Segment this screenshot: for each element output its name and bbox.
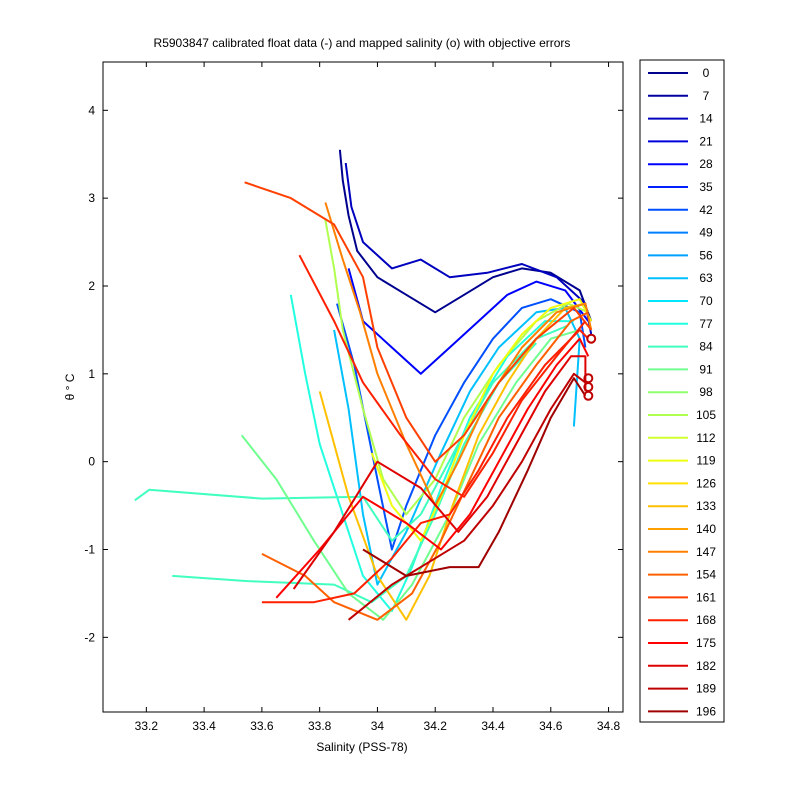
series-line-0	[338, 149, 593, 322]
x-tick-label-0: 33.2	[135, 719, 159, 733]
y-tick-label-2: 0	[88, 455, 95, 469]
legend-label-63: 63	[699, 271, 713, 285]
series-line-20	[362, 377, 587, 577]
series-line-13	[261, 311, 589, 621]
x-tick-label-7: 34.6	[539, 719, 563, 733]
legend-label-98: 98	[699, 385, 713, 399]
legend-items: 0 7 14 21 28 35 42 49 56 63 70 77 84 91 98 105 112 119 126…	[648, 66, 716, 718]
x-tick-label-1: 33.4	[192, 719, 216, 733]
series-line-11	[318, 302, 586, 621]
legend-label-105: 105	[696, 408, 716, 422]
series-line-18	[292, 355, 587, 590]
x-tick-label-2: 33.6	[250, 719, 274, 733]
legend-label-119: 119	[696, 454, 715, 468]
legend-label-196: 196	[696, 704, 716, 718]
legend-label-56: 56	[699, 248, 713, 262]
series-line-15	[261, 328, 590, 604]
y-tick-label-0: -2	[84, 630, 95, 644]
series-line-5	[289, 294, 574, 612]
legend-label-42: 42	[699, 203, 713, 217]
series-line-9	[324, 219, 589, 516]
legend-label-126: 126	[696, 476, 716, 490]
y-axis-label: θ ° C	[63, 373, 77, 400]
y-axis-ticks: -2 -1 0 1 2 3 4	[84, 103, 623, 644]
series-layer	[134, 149, 597, 621]
legend-label-0: 0	[703, 66, 710, 80]
chart-title: R5903847 calibrated float data (-) and m…	[154, 36, 571, 50]
x-axis-ticks: 33.2 33.4 33.6 33.8 34 34.2 34.4 34.6 34.8	[135, 62, 621, 733]
legend-label-112: 112	[696, 431, 715, 445]
x-tick-label-5: 34.2	[424, 719, 448, 733]
legend-label-154: 154	[696, 568, 716, 582]
x-tick-label-4: 34	[371, 719, 385, 733]
y-tick-label-5: 3	[88, 191, 95, 205]
legend-label-147: 147	[696, 545, 716, 559]
legend-label-182: 182	[696, 659, 716, 673]
y-tick-label-6: 4	[88, 103, 95, 117]
legend-label-35: 35	[699, 180, 713, 194]
legend-label-175: 175	[696, 636, 716, 650]
series-line-8	[240, 328, 580, 621]
series-line-1	[344, 162, 593, 335]
x-axis-label: Salinity (PSS-78)	[316, 740, 407, 754]
mapped-salinity-marker-3	[586, 333, 597, 344]
series-line-12	[324, 202, 593, 507]
legend-label-168: 168	[696, 613, 716, 627]
legend-label-21: 21	[699, 134, 713, 148]
series-line-17	[275, 337, 590, 599]
legend-label-14: 14	[699, 112, 713, 126]
plot-area: 33.2 33.4 33.6 33.8 34 34.2 34.4 34.6 34.8 -2-10…	[84, 61, 624, 733]
legend-label-77: 77	[699, 317, 713, 331]
y-tick-label-3: 1	[88, 367, 95, 381]
x-tick-label-8: 34.8	[597, 719, 621, 733]
legend-label-7: 7	[703, 89, 710, 103]
series-line-6	[134, 324, 569, 542]
x-tick-label-3: 33.8	[308, 719, 332, 733]
y-tick-label-4: 2	[88, 279, 95, 293]
legend-label-140: 140	[696, 522, 716, 536]
legend-label-91: 91	[699, 362, 713, 376]
series-line-14	[244, 181, 592, 463]
legend-label-70: 70	[699, 294, 713, 308]
legend-label-189: 189	[696, 682, 716, 696]
x-tick-label-6: 34.4	[481, 719, 505, 733]
series-line-2	[347, 268, 590, 375]
legend-label-49: 49	[699, 226, 713, 240]
series-line-16	[298, 254, 587, 498]
legend: 0 7 14 21 28 35 42 49 56 63 70 77 84 91 98 105 112 119 126…	[639, 59, 725, 723]
legend-label-133: 133	[696, 499, 716, 513]
legend-label-28: 28	[699, 157, 713, 171]
legend-box	[639, 59, 725, 723]
legend-label-161: 161	[696, 590, 716, 604]
legend-label-84: 84	[699, 340, 713, 354]
mapped-salinity-marker-2	[583, 373, 594, 384]
y-tick-label-1: -1	[84, 543, 95, 557]
